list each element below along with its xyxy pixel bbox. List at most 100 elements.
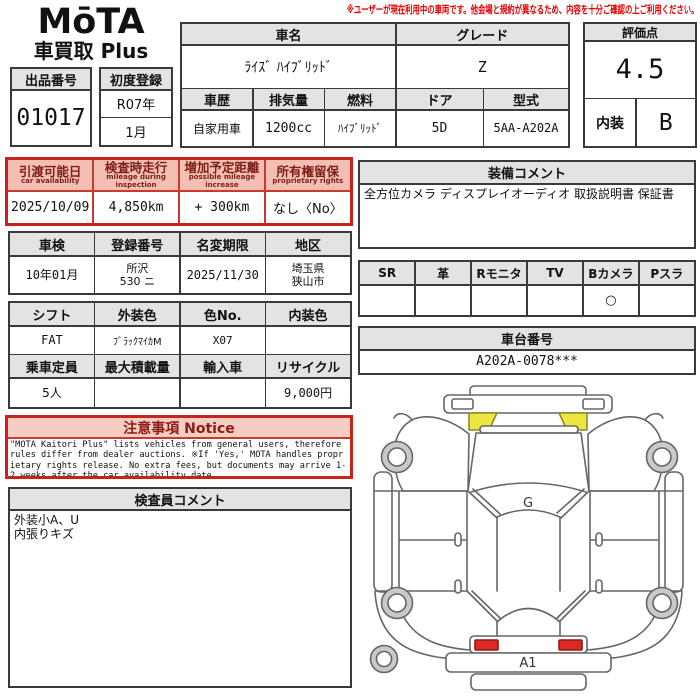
- proprietary-rights-value: なし〈No〉: [265, 191, 350, 223]
- front-bumper: [443, 394, 613, 414]
- roof-edges: [496, 516, 561, 592]
- front-right-wheel: [645, 440, 679, 474]
- rear-bumper-label: A1: [519, 656, 536, 671]
- mota-logo-text: MōTA: [37, 2, 145, 42]
- body-seams: [374, 490, 683, 592]
- chassis-number-label: 車台番号: [360, 328, 694, 349]
- power-slide-label: Pスラ: [639, 262, 694, 284]
- spec-table: シフト 外装色 色No. 内装色 FAT ﾌﾞﾗｯｸﾏｲｶM X07 乗車定員 …: [8, 301, 352, 409]
- displacement-value: 1200cc: [253, 110, 324, 146]
- notice-body: "MOTA Kaitori Plus" lists vehicles from …: [8, 438, 350, 476]
- fuel-value: ﾊｲﾌﾞﾘｯﾄﾞ: [325, 110, 395, 146]
- interior-grade-value: B: [636, 99, 695, 146]
- inspector-comment-body: 外装小A、U 内張りキズ: [10, 510, 350, 686]
- equipment-table: SR 革 Rモニタ TV Bカメラ Pスラ ○: [358, 260, 696, 317]
- inspection-mileage-label: 検査時走行 mileage during inspection: [93, 160, 179, 190]
- car-history-label: 車歴: [182, 89, 252, 109]
- left-rear-quarter: [374, 591, 448, 659]
- windshield: [467, 432, 590, 492]
- notice-title: 注意事項 Notice: [8, 418, 350, 437]
- score-box: 評価点 4.5 内装 B: [583, 22, 697, 148]
- shift-label: シフト: [10, 303, 94, 325]
- rear-monitor-label: Rモニタ: [471, 262, 527, 284]
- inspector-comment-title: 検査員コメント: [10, 489, 350, 509]
- district-value: 埼玉県 狭山市: [266, 256, 350, 293]
- vehicle-table: 車名 グレード ﾗｲｽﾞ ﾊｲﾌﾞﾘｯﾄﾞ Z 車歴 排気量 燃料 ドア 型式 …: [180, 22, 570, 148]
- right-rear-quarter: [609, 591, 683, 659]
- registration-table: 車検 登録番号 名変期限 地区 10年01月 所沢 530 ニ 2025/11/…: [8, 231, 352, 295]
- left-tail-light: [474, 639, 499, 651]
- back-camera-label: Bカメラ: [583, 262, 639, 284]
- rear-left-door-handle: [454, 579, 462, 594]
- recycle-value: 9,000円: [266, 378, 350, 407]
- mota-logo-subtext: 車買取 Plus: [33, 39, 149, 63]
- equipment-comment-box: 装備コメント 全方位カメラ ディスプレイオーディオ 取扱説明書 保証書: [358, 160, 696, 249]
- left-front-fender: [393, 416, 470, 492]
- capacity-value: 5人: [10, 378, 94, 407]
- lot-number-value: 01017: [12, 90, 90, 145]
- displacement-label: 排気量: [253, 89, 324, 109]
- right-a-pillar: [556, 488, 589, 519]
- back-camera-value: ○: [583, 285, 639, 315]
- exterior-color-value: ﾌﾞﾗｯｸﾏｲｶM: [95, 326, 180, 354]
- tv-label: TV: [527, 262, 583, 284]
- district-label: 地区: [266, 233, 350, 255]
- front-left-wheel: [380, 440, 414, 474]
- score-label: 評価点: [585, 24, 695, 40]
- rear-bumper: [445, 652, 612, 673]
- registration-number-label: 登録番号: [95, 233, 180, 255]
- right-front-fender: [587, 416, 664, 492]
- availability-table: 引渡可能日 car availability 検査時走行 mileage dur…: [5, 157, 353, 226]
- availability-date-value: 2025/10/09: [8, 191, 93, 223]
- lot-number-label: 出品番号: [12, 69, 90, 89]
- model-code-value: 5AA-A202A: [484, 110, 568, 146]
- hood-area-label: G: [523, 496, 533, 511]
- score-value: 4.5: [585, 41, 695, 98]
- color-no-value: X07: [180, 326, 265, 354]
- grade-value: Z: [396, 45, 568, 88]
- model-code-label: 型式: [484, 89, 568, 109]
- rear-monitor-value: [471, 285, 527, 315]
- max-load-label: 最大積載量: [95, 355, 180, 377]
- inspector-comment-box: 検査員コメント 外装小A、U 内張りキズ: [8, 487, 352, 688]
- proprietary-rights-label: 所有権留保 proprietary rights: [265, 160, 350, 190]
- car-damage-diagram: G A1: [369, 385, 684, 691]
- import-label: 輸入車: [180, 355, 265, 377]
- left-mirror: [393, 412, 413, 421]
- max-load-value: [95, 378, 180, 407]
- registration-number-value: 所沢 530 ニ: [95, 256, 180, 293]
- left-fog-lamp: [451, 398, 474, 410]
- shaken-label: 車検: [10, 233, 94, 255]
- interior-label: 内装: [585, 99, 635, 146]
- doors-value: 5D: [396, 110, 483, 146]
- left-rocker-panel: [373, 471, 393, 593]
- doors-label: ドア: [396, 89, 483, 109]
- right-c-pillar: [556, 590, 591, 622]
- first-registration-box: 初度登録 R07年 1月: [99, 67, 173, 147]
- hood-band: [470, 482, 587, 518]
- first-registration-month: 1月: [101, 118, 171, 145]
- power-slide-value: [639, 285, 694, 315]
- availability-date-label: 引渡可能日 car availability: [8, 160, 93, 190]
- interior-color-label: 内装色: [266, 303, 350, 325]
- rear-right-wheel: [645, 586, 679, 620]
- chassis-number-box: 車台番号 A202A-0078***: [358, 326, 696, 375]
- color-no-label: 色No.: [180, 303, 265, 325]
- car-name-label: 車名: [182, 24, 395, 44]
- grade-label: グレード: [396, 24, 568, 44]
- right-fog-lamp: [582, 398, 605, 410]
- interior-color-value: [266, 326, 350, 354]
- equipment-comment-title: 装備コメント: [360, 162, 694, 183]
- fuel-label: 燃料: [325, 89, 395, 109]
- right-tail-light: [558, 639, 583, 651]
- first-registration-year: R07年: [101, 90, 171, 117]
- first-registration-label: 初度登録: [101, 69, 171, 89]
- sunroof-value: [360, 285, 415, 315]
- shaken-value: 10年01月: [10, 256, 94, 293]
- mileage-increase-value: + 300km: [179, 191, 265, 223]
- right-mirror: [644, 412, 664, 421]
- tv-value: [527, 285, 583, 315]
- name-change-deadline-label: 名変期限: [180, 233, 265, 255]
- front-grille: [479, 425, 579, 434]
